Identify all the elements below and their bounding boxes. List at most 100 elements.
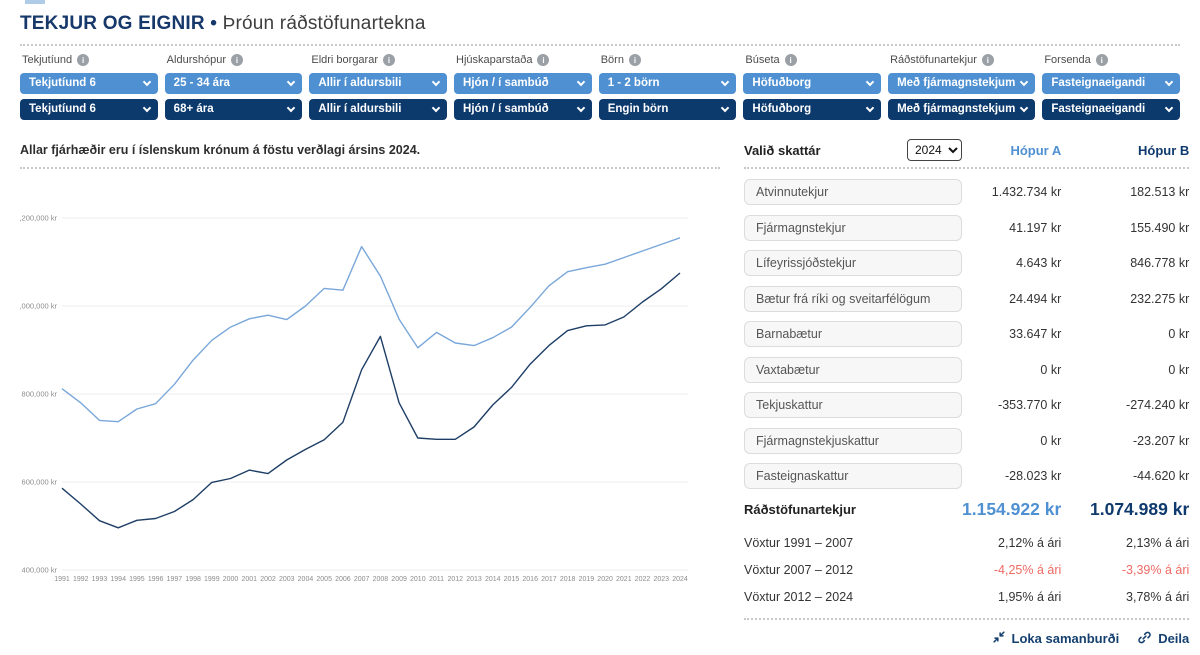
chart-column: Allar fjárhæðir eru í íslenskum krónum á… (15, 133, 720, 648)
info-icon[interactable]: i (383, 54, 395, 66)
x-axis-tick-label: 2009 (391, 576, 407, 583)
info-icon[interactable]: i (537, 54, 550, 66)
filter-select-group-a[interactable]: Með fjármagnstekjum (888, 73, 1036, 94)
filter-label: Tekjutíund i (22, 54, 158, 66)
y-axis-tick-label: 600,000 kr (22, 478, 58, 487)
filter-select-group-b[interactable]: Hjón / í sambúð (454, 99, 592, 120)
filter-label: Börn i (601, 54, 737, 66)
x-axis-tick-label: 1998 (185, 576, 201, 583)
x-axis-tick-label: 1995 (129, 576, 145, 583)
growth-value-b: 2,13% á ári (1126, 536, 1190, 550)
metric-chip[interactable]: Atvinnutekjur (744, 179, 962, 205)
x-axis-tick-label: 2004 (298, 576, 314, 583)
filter-select-group-a[interactable]: Fasteignaeigandi (1042, 73, 1180, 94)
currency-note: Allar fjárhæðir eru í íslenskum krónum á… (20, 143, 421, 157)
chevron-down-icon (1020, 103, 1029, 113)
metric-value-a: 33.647 kr (1009, 327, 1062, 341)
total-row: Ráðstöfunartekjur 1.154.922 kr 1.074.989… (744, 499, 1189, 520)
filter-select-group-b[interactable]: Höfuðborg (743, 99, 882, 120)
metric-chip[interactable]: Fasteignaskattur (744, 463, 962, 489)
growth-label: Vöxtur 2012 – 2024 (744, 590, 854, 604)
table-row: Bætur frá ríki og sveitarfélögum 24.494 k… (744, 285, 1190, 312)
filter-select-group-b[interactable]: Tekjutíund 6 (20, 99, 158, 120)
collapse-icon (992, 630, 1006, 647)
filter-select-group-a[interactable]: Allir í aldursbili (309, 73, 448, 94)
table-row: Lífeyrissjóðstekjur 4.643 kr 846.778 kr (744, 250, 1189, 276)
growth-row: Vöxtur 2007 – 2012 -4,25% á ári -3,39% á á… (744, 557, 1189, 584)
table-row: Fjármagnstekjur 41.197 kr 155.490 kr (744, 214, 1189, 241)
filter-select-group-b[interactable]: Með fjármagnstekjum (888, 99, 1036, 120)
metric-label: Fasteignaskattur (756, 469, 849, 483)
x-axis-tick-label: 2002 (260, 576, 276, 583)
info-icon[interactable]: i (628, 54, 641, 66)
footer-separator (744, 617, 1190, 620)
x-axis-tick-label: 2000 (223, 576, 239, 583)
metric-chip[interactable]: Bætur frá ríki og sveitarfélögum (744, 285, 962, 312)
info-icon[interactable]: i (784, 54, 797, 66)
growth-label: Vöxtur 1991 – 2007 (744, 536, 854, 550)
metric-chip[interactable]: Fjármagnstekjur (744, 214, 962, 241)
metric-label: Fjármagnstekjuskattur (756, 433, 879, 448)
filter-select-group-a[interactable]: 25 - 34 ára (164, 73, 303, 94)
table-row: Atvinnutekjur 1.432.734 kr 182.513 kr (744, 179, 1189, 205)
page-title-main: TEKJUR OG EIGNIR (20, 13, 205, 34)
metric-chip[interactable]: Tekjuskattur (744, 392, 962, 418)
line-chart: 400,000 kr 600,000 kr 800,000 kr 1,000,000 … (15, 214, 688, 583)
filter-label-text: Tekjutíund (22, 54, 73, 66)
x-axis-tick-label: 2006 (335, 576, 351, 583)
metric-value-a: 4.643 kr (1016, 256, 1062, 270)
metric-value-b: -44.620 kr (1132, 469, 1190, 483)
x-axis-tick-label: 1993 (92, 576, 108, 583)
growth-label: Vöxtur 2007 – 2012 (744, 563, 854, 577)
filter-select-group-a[interactable]: Tekjutíund 6 (20, 73, 158, 94)
filter-label: Forsenda i (1044, 54, 1180, 66)
metric-value-b: 232.275 kr (1130, 291, 1190, 306)
y-axis-tick-label: 1,200,000 kr (20, 214, 57, 223)
chevron-down-icon (1164, 77, 1174, 87)
filter-label: Aldurshópur i (167, 54, 303, 66)
growth-value-a: 2,12% á ári (998, 536, 1062, 550)
filter-select-group-a[interactable]: 1 - 2 börn (598, 73, 737, 94)
chevron-down-icon (142, 103, 151, 113)
info-icon[interactable]: i (981, 54, 994, 66)
y-axis-tick-label: 400,000 kr (22, 566, 58, 575)
filter-value-a: Höfuðborg (752, 77, 812, 89)
title-separator: • (210, 13, 218, 34)
filter-bar: Tekjutíund i Tekjutíund 6 Tekjutíund 6 Aldur… (20, 53, 1180, 125)
x-axis-tick-label: 1996 (148, 576, 164, 583)
filter-label: Búseta i (745, 54, 881, 66)
filter-select-group-a[interactable]: Höfuðborg (743, 73, 882, 94)
info-icon[interactable]: i (1095, 54, 1108, 66)
x-axis-tick-label: 2013 (466, 576, 482, 583)
share-link[interactable]: Deila (1137, 630, 1189, 648)
metric-chip[interactable]: Barnabætur (744, 321, 962, 347)
metric-chip[interactable]: Vaxtabætur (744, 356, 962, 383)
x-axis-tick-label: 2018 (560, 576, 576, 583)
x-axis-tick-label: 2010 (410, 576, 426, 583)
filter-select-group-b[interactable]: 68+ ára (164, 99, 303, 120)
filter-value-b: Hjón / í sambúð (463, 103, 549, 115)
metric-chip[interactable]: Lífeyrissjóðstekjur (744, 250, 962, 276)
filter-select-group-b[interactable]: Engin börn (598, 99, 737, 120)
info-icon[interactable]: i (231, 54, 243, 66)
chevron-down-icon (576, 103, 585, 113)
info-icon[interactable]: i (77, 54, 90, 66)
x-axis-tick-label: 2021 (616, 576, 632, 583)
filter-select-group-a[interactable]: Hjón / í sambúð (454, 73, 592, 94)
table-row: Vaxtabætur 0 kr 0 kr (744, 356, 1189, 383)
close-comparison-link[interactable]: Loka samanburði (992, 630, 1119, 647)
comparison-rows: Atvinnutekjur 1.432.734 kr 182.513 kr Fjárm… (744, 179, 1189, 489)
x-axis-tick-label: 2012 (447, 576, 463, 583)
tab-remnant (25, 0, 45, 4)
page-subtitle: Þróun ráðstöfunartekna (222, 13, 426, 34)
filter-label-text: Aldurshópur (166, 54, 226, 66)
tax-year-select[interactable]: 2024 (907, 139, 962, 161)
x-axis-tick-label: 2011 (429, 576, 444, 583)
metric-chip[interactable]: Fjármagnstekjuskattur (744, 427, 962, 454)
share-label: Deila (1158, 631, 1190, 646)
metric-value-a: 24.494 kr (1009, 291, 1062, 306)
chevron-down-icon (721, 103, 730, 113)
filter-select-group-b[interactable]: Fasteignaeigandi (1042, 99, 1180, 120)
page-title: TEKJUR OG EIGNIR • Þróun ráðstöfunartekn… (20, 13, 1180, 35)
filter-select-group-b[interactable]: Allir í aldursbili (309, 99, 448, 120)
